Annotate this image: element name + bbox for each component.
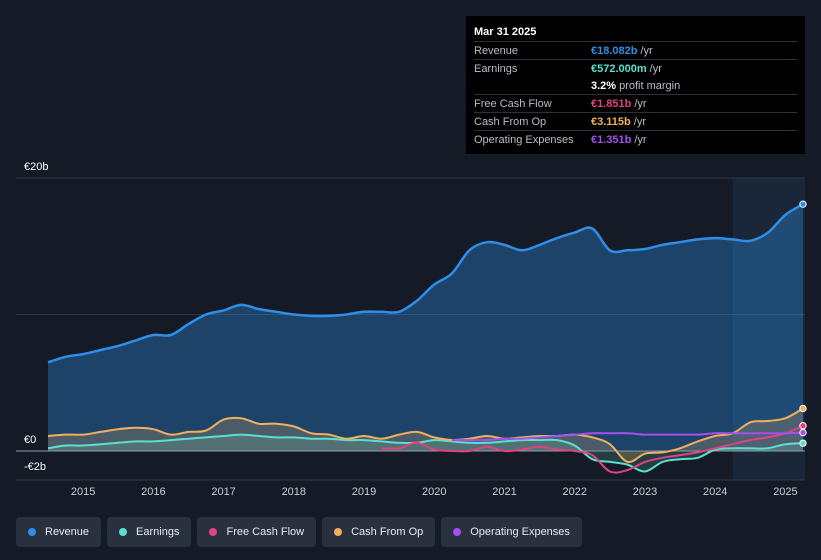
series-endpoint-revenue — [799, 200, 807, 208]
x-tick-label: 2019 — [352, 486, 376, 498]
tooltip-row-earnings: Earnings €572.000m /yr — [474, 59, 797, 77]
legend-label: Earnings — [136, 526, 180, 538]
tooltip-row-profit-margin: 3.2% profit margin — [474, 77, 797, 94]
legend-operating-expenses[interactable]: Operating Expenses — [441, 517, 582, 547]
tooltip-unit: /yr — [649, 62, 662, 75]
y-tick-label: -€2b — [24, 461, 46, 473]
tooltip-unit: profit margin — [619, 79, 681, 92]
tooltip-value: €18.082b — [591, 44, 638, 57]
legend-dot-icon — [209, 528, 218, 536]
x-tick-label: 2021 — [492, 486, 516, 498]
tooltip-unit: /yr — [633, 115, 646, 128]
tooltip-value: €1.351b — [591, 133, 632, 146]
series-line-free-cash-flow — [381, 424, 804, 474]
tooltip-value: €3.115b — [591, 115, 631, 128]
series-lines — [47, 203, 804, 474]
chart-legend: Revenue Earnings Free Cash Flow Cash Fro… — [16, 517, 582, 547]
series-area-revenue — [48, 204, 803, 451]
x-tick-label: 2016 — [141, 486, 165, 498]
legend-dot-icon — [453, 528, 462, 536]
legend-label: Cash From Op — [351, 526, 424, 538]
tooltip-row-cash-from-op: Cash From Op €3.115b /yr — [474, 112, 797, 130]
legend-label: Revenue — [45, 526, 90, 538]
legend-label: Free Cash Flow — [226, 526, 305, 538]
series-line-cash-from-op — [47, 407, 804, 464]
tooltip-unit: /yr — [640, 44, 653, 57]
x-tick-label: 2023 — [633, 486, 657, 498]
x-tick-label: 2025 — [773, 486, 797, 498]
tooltip-row-free-cash-flow: Free Cash Flow €1.851b /yr — [474, 94, 797, 112]
hover-tooltip: Mar 31 2025 Revenue €18.082b /yr Earning… — [466, 16, 805, 154]
legend-label: Operating Expenses — [470, 526, 570, 538]
tooltip-date: Mar 31 2025 — [474, 26, 537, 38]
series-endpoint-free-cash-flow — [799, 422, 807, 430]
legend-free-cash-flow[interactable]: Free Cash Flow — [197, 517, 317, 547]
tooltip-label: Revenue — [474, 44, 519, 57]
tooltip-value: €1.851b — [591, 97, 632, 110]
legend-dot-icon — [119, 528, 128, 536]
series-line-earnings — [47, 433, 804, 473]
series-line-revenue — [47, 203, 804, 364]
x-tick-label: 2018 — [282, 486, 306, 498]
tooltip-label: Free Cash Flow — [474, 97, 552, 110]
x-axis-labels: 2015 2016 2017 2018 2019 2020 2021 2022 2023 2024… — [71, 486, 798, 498]
x-tick-label: 2024 — [703, 486, 727, 498]
legend-earnings[interactable]: Earnings — [107, 517, 192, 547]
tooltip-unit: /yr — [634, 97, 647, 110]
legend-dot-icon — [334, 528, 343, 536]
tooltip-unit: /yr — [634, 133, 647, 146]
series-endpoint-earnings — [799, 439, 807, 447]
series-line-operating-expenses — [451, 431, 804, 442]
tooltip-row-operating-expenses: Operating Expenses €1.351b /yr — [474, 130, 797, 148]
y-axis-labels: €20b €0 -€2b — [24, 161, 48, 473]
tooltip-value: €572.000m — [591, 62, 647, 75]
series-endpoints — [799, 200, 807, 447]
legend-revenue[interactable]: Revenue — [16, 517, 102, 547]
tooltip-value: 3.2% — [591, 79, 617, 92]
x-tick-label: 2022 — [563, 486, 587, 498]
legend-cash-from-op[interactable]: Cash From Op — [322, 517, 436, 547]
y-tick-label: €0 — [24, 434, 36, 446]
tooltip-label: Operating Expenses — [474, 133, 574, 146]
tooltip-label: Earnings — [474, 62, 518, 75]
legend-dot-icon — [28, 528, 36, 536]
tooltip-row-revenue: Revenue €18.082b /yr — [474, 41, 797, 59]
series-endpoint-cash-from-op — [799, 404, 807, 413]
x-tick-label: 2017 — [211, 486, 235, 498]
x-tick-label: 2020 — [422, 486, 446, 498]
series-endpoint-operating-expenses — [799, 428, 807, 437]
tooltip-label: Cash From Op — [474, 115, 547, 128]
x-tick-label: 2015 — [71, 486, 95, 498]
y-tick-label: €20b — [24, 161, 48, 173]
